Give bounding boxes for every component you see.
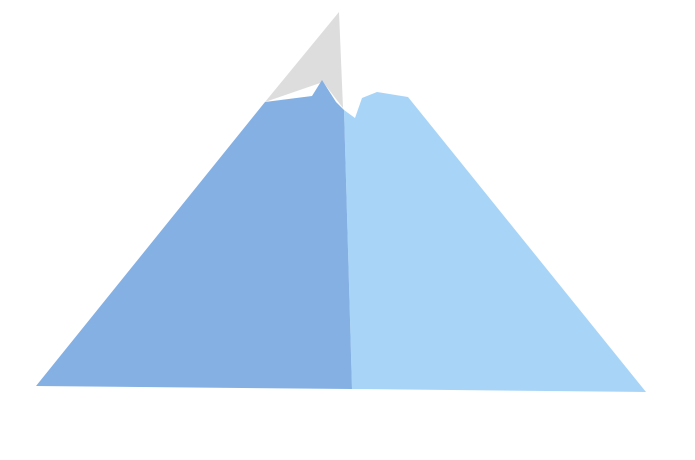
left-face-shape — [36, 80, 352, 389]
right-face-shape — [344, 92, 646, 392]
snow-cap-shape — [265, 12, 343, 108]
